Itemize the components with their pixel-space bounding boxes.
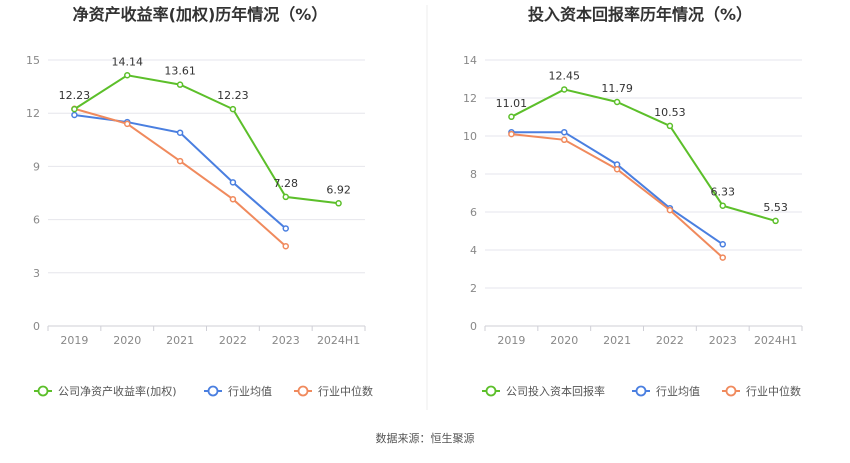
data-label: 12.23 xyxy=(59,89,91,102)
data-point xyxy=(613,98,621,106)
data-point xyxy=(561,128,568,136)
x-tick-label: 2020 xyxy=(550,334,578,347)
data-point xyxy=(229,179,237,186)
series-line-3 xyxy=(511,133,724,259)
x-tick-label: 2024H1 xyxy=(317,334,360,347)
y-tick-label: 10 xyxy=(463,130,477,143)
data-label: 12.45 xyxy=(549,69,581,82)
legend-label: 行业中位数 xyxy=(746,384,801,398)
data-point xyxy=(613,166,621,173)
data-point xyxy=(176,129,184,136)
chart-title: 净资产收益率(加权)历年情况（%） xyxy=(73,5,328,24)
y-tick-label: 2 xyxy=(470,282,477,295)
legend-label: 公司净资产收益率(加权) xyxy=(58,384,177,398)
data-point xyxy=(719,202,726,209)
series-line-2 xyxy=(511,131,724,246)
data-point xyxy=(71,105,78,113)
data-point xyxy=(176,81,184,88)
data-point xyxy=(508,130,515,138)
legend-item-3[interactable]: 行业中位数 xyxy=(294,384,373,398)
legend-label: 行业均值 xyxy=(228,385,272,398)
legend-item-3[interactable]: 行业中位数 xyxy=(722,384,801,398)
x-tick-label: 2019 xyxy=(497,334,525,347)
data-point xyxy=(772,217,779,225)
y-tick-label: 9 xyxy=(33,160,40,173)
x-tick-label: 2019 xyxy=(60,334,88,347)
y-tick-label: 12 xyxy=(26,107,40,120)
x-tick-label: 2022 xyxy=(219,334,247,347)
legend-label: 公司投入资本回报率 xyxy=(506,384,605,398)
chart-panel-2: 投入资本回报率历年情况（%） 0 2 4 6 8 10 12 14 2019 2020 2021 202… xyxy=(463,5,803,398)
data-label: 5.53 xyxy=(763,201,788,214)
legend-item-1[interactable]: 公司投入资本回报率 xyxy=(482,384,605,398)
data-label: 6.33 xyxy=(711,186,736,199)
data-point xyxy=(561,136,568,144)
legend-swatch-marker xyxy=(635,385,647,397)
data-point xyxy=(666,122,674,130)
data-label: 13.61 xyxy=(164,65,196,78)
series-line-1 xyxy=(510,88,776,222)
data-point xyxy=(282,225,289,232)
data-point xyxy=(561,86,568,93)
data-point xyxy=(335,200,342,207)
data-label: 12.23 xyxy=(217,89,249,102)
y-tick-label: 0 xyxy=(33,320,40,333)
y-tick-label: 15 xyxy=(26,54,40,67)
x-tick-label: 2024H1 xyxy=(754,334,797,347)
data-point xyxy=(71,111,78,119)
data-label: 14.14 xyxy=(112,55,144,68)
chart-title: 投入资本回报率历年情况（%） xyxy=(528,5,752,24)
data-point xyxy=(508,113,515,121)
data-point xyxy=(124,72,131,79)
data-label: 6.92 xyxy=(326,183,351,196)
data-point xyxy=(719,241,726,248)
legend-swatch-marker xyxy=(207,385,219,397)
legend-swatch-marker xyxy=(725,385,737,397)
y-tick-label: 6 xyxy=(33,214,40,227)
y-tick-label: 14 xyxy=(463,54,477,67)
x-tick-label: 2023 xyxy=(709,334,737,347)
data-label: 11.79 xyxy=(601,82,633,95)
legend-item-2[interactable]: 行业均值 xyxy=(204,385,272,398)
x-tick-label: 2023 xyxy=(272,334,300,347)
chart-panel-1: 净资产收益率(加权)历年情况（%） 0 3 6 9 12 15 2019 2020 2021 202… xyxy=(26,5,373,398)
source-note: 数据来源：恒生聚源 xyxy=(376,431,475,445)
y-tick-label: 12 xyxy=(463,92,477,105)
x-tick-label: 2021 xyxy=(603,334,631,347)
data-point xyxy=(229,195,237,203)
legend-swatch-marker xyxy=(37,385,49,397)
x-tick-label: 2020 xyxy=(113,334,141,347)
x-tick-label: 2021 xyxy=(166,334,194,347)
data-point xyxy=(719,254,726,261)
series-line-1 xyxy=(73,74,339,205)
data-point xyxy=(124,120,131,128)
y-tick-label: 8 xyxy=(470,168,477,181)
data-point xyxy=(176,157,184,165)
series-line-3 xyxy=(74,107,287,247)
data-label: 7.28 xyxy=(274,177,299,190)
data-point xyxy=(282,242,289,250)
legend-item-2[interactable]: 行业均值 xyxy=(632,385,700,398)
legend-label: 行业均值 xyxy=(656,385,700,398)
legend-item-1[interactable]: 公司净资产收益率(加权) xyxy=(34,384,177,398)
legend-swatch-marker xyxy=(297,385,309,397)
legend-label: 行业中位数 xyxy=(318,384,373,398)
data-point xyxy=(282,193,289,201)
data-label: 10.53 xyxy=(654,106,686,119)
legend-swatch-marker xyxy=(485,385,497,397)
data-point xyxy=(666,206,674,214)
x-tick-label: 2022 xyxy=(656,334,684,347)
y-tick-label: 3 xyxy=(33,267,40,280)
y-tick-label: 4 xyxy=(470,244,477,257)
y-tick-label: 6 xyxy=(470,206,477,219)
data-label: 11.01 xyxy=(496,97,528,110)
data-point xyxy=(229,105,237,113)
y-tick-label: 0 xyxy=(470,320,477,333)
